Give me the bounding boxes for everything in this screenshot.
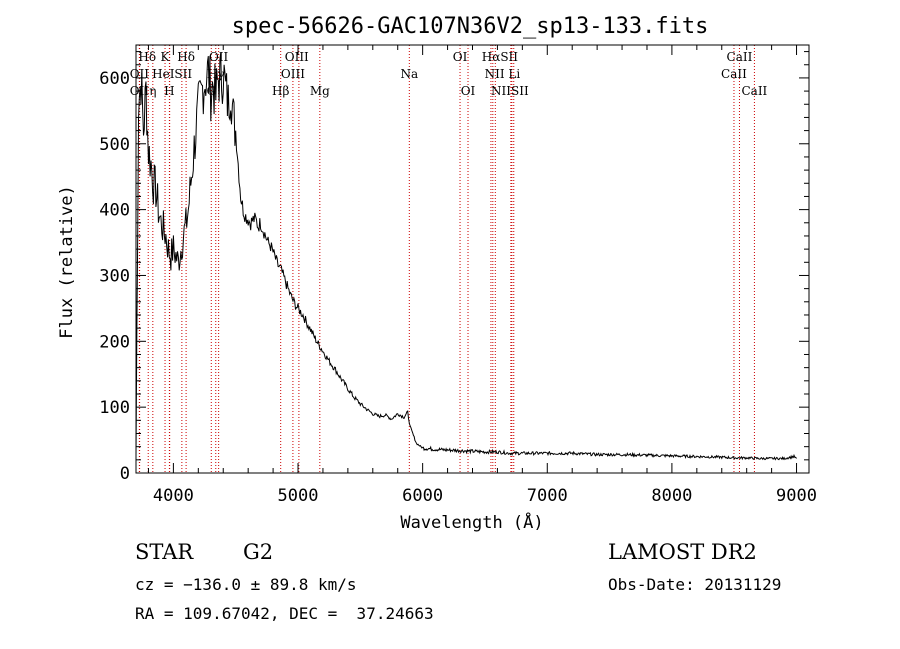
y-tick-label: 0 xyxy=(120,464,130,484)
x-axis-label: Wavelength (Å) xyxy=(400,511,543,533)
y-tick-label: 300 xyxy=(99,266,130,286)
line-label: CaII xyxy=(727,50,753,64)
x-tick-label: 4000 xyxy=(153,486,194,506)
line-label: Hβ xyxy=(272,84,289,98)
y-tick-label: 100 xyxy=(99,398,130,418)
survey-name: LAMOST DR2 xyxy=(608,540,757,564)
line-label: K xyxy=(161,50,171,64)
line-label: Mg xyxy=(310,84,330,98)
x-axis-ticks: 4000 5000 6000 7000 8000 9000 xyxy=(147,45,817,506)
x-tick-label: 6000 xyxy=(402,486,443,506)
line-label: η xyxy=(149,84,156,98)
coordinates: RA = 109.67042, DEC = 37.24663 xyxy=(135,604,434,623)
line-label: CaII xyxy=(721,67,747,81)
line-label: OIII xyxy=(281,67,305,81)
line-label: Hδ xyxy=(177,50,195,64)
line-label: OI xyxy=(461,84,476,98)
x-tick-label: 9000 xyxy=(776,486,817,506)
line-label: H xyxy=(164,84,174,98)
y-tick-label: 600 xyxy=(99,69,130,89)
chart-title: spec-56626-GAC107N36V2_sp13-133.fits xyxy=(232,14,709,39)
x-tick-label: 7000 xyxy=(527,486,568,506)
obs-date: Obs-Date: 20131129 xyxy=(608,575,782,594)
y-axis-ticks: 0 100 200 300 400 500 600 xyxy=(99,51,809,484)
line-label: NIISII xyxy=(491,84,529,98)
line-label: HeISII xyxy=(152,67,192,81)
line-label: OII xyxy=(209,50,229,64)
line-label: NII Li xyxy=(485,67,521,81)
plot-frame xyxy=(135,44,810,474)
emission-line-markers xyxy=(138,45,755,473)
y-tick-label: 200 xyxy=(99,332,130,352)
redshift-readout: cz = −136.0 ± 89.8 km/s xyxy=(135,575,357,594)
line-label: OII xyxy=(130,67,150,81)
line-label: OI xyxy=(453,50,468,64)
flux-series-line xyxy=(135,52,797,461)
y-tick-label: 500 xyxy=(99,135,130,155)
subclass: G2 xyxy=(243,540,274,564)
y-axis-label: Flux (relative) xyxy=(57,185,77,339)
y-tick-label: 400 xyxy=(99,201,130,221)
x-tick-label: 5000 xyxy=(278,486,319,506)
line-label: Na xyxy=(400,67,418,81)
object-type: STAR xyxy=(135,540,194,564)
line-label: CaII xyxy=(741,84,767,98)
line-label: OIII xyxy=(285,50,309,64)
x-tick-label: 8000 xyxy=(651,486,692,506)
line-label: HαSII xyxy=(482,50,519,64)
line-label: G xyxy=(206,84,216,98)
line-label: Hδ xyxy=(138,50,156,64)
